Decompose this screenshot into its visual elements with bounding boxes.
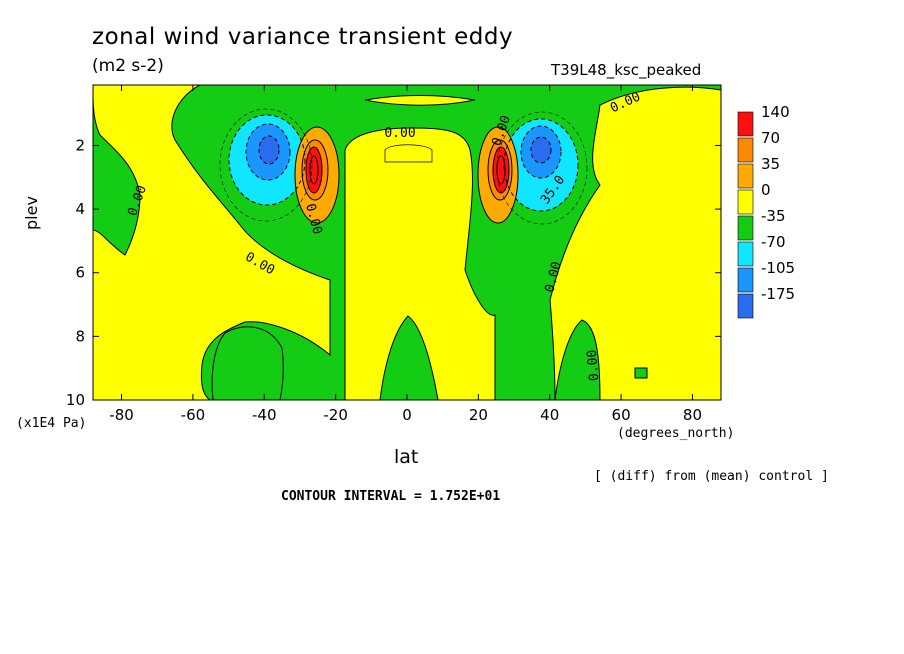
region-neg4-south xyxy=(259,136,279,164)
contour-line-neg3-north xyxy=(520,125,562,179)
contour-line-inner-equator xyxy=(384,144,433,163)
contour-line-neg4-south xyxy=(258,135,280,165)
y-tick-label: 2 xyxy=(75,136,85,154)
contour-line-neg1-south xyxy=(219,108,313,222)
contour-line-equator xyxy=(344,127,496,400)
chart-title: zonal wind variance transient eddy xyxy=(92,24,514,50)
x-tick-label: 60 xyxy=(612,406,631,424)
y-axis-units: (x1E4 Pa) xyxy=(16,416,87,431)
x-tick-label: 0 xyxy=(402,406,412,424)
contour-line-pos3-north xyxy=(487,139,513,201)
contour-line-west xyxy=(93,94,141,256)
contour-line-low-north xyxy=(554,319,601,400)
legend-swatch xyxy=(737,189,754,215)
contour-line-neg3-south xyxy=(245,123,291,181)
contour-line-pos5-north xyxy=(496,155,506,185)
region-pos-northeast xyxy=(550,87,721,400)
contour-line-top-strip xyxy=(364,95,476,106)
region-pos-top-strip xyxy=(365,95,475,106)
chart-units: (m2 s-2) xyxy=(92,56,164,76)
legend-swatch xyxy=(737,241,754,267)
contour-line-pos4-north xyxy=(492,146,510,194)
region-neg-low-north xyxy=(555,320,600,400)
legend-label: -35 xyxy=(761,207,786,225)
contour-line-pos2-south xyxy=(294,126,340,224)
legend-swatch xyxy=(737,111,754,137)
contour-line-pos5-south xyxy=(309,155,319,185)
y-tick-label: 8 xyxy=(75,327,85,345)
legend-swatch xyxy=(737,137,754,163)
legend-swatch xyxy=(737,163,754,189)
region-neg-low-center xyxy=(380,316,438,400)
region-neg-box xyxy=(635,368,647,378)
contour-line-southwest xyxy=(171,85,331,400)
run-name: T39L48_ksc_peaked xyxy=(551,61,702,79)
region-pos-southwest xyxy=(93,85,330,400)
contour-line-pos2-north xyxy=(477,126,519,224)
contour-line-northeast xyxy=(549,86,721,400)
legend-swatch xyxy=(737,267,754,293)
region-pos4-north xyxy=(493,147,509,193)
contour-interval: CONTOUR INTERVAL = 1.752E+01 xyxy=(281,489,501,504)
contour-label: 0.00 xyxy=(384,126,415,141)
region-neg4-north xyxy=(531,137,551,163)
contour-line-low-center xyxy=(379,315,439,400)
legend-swatch xyxy=(737,215,754,241)
contour-line-pos4-south xyxy=(305,146,323,194)
contour-line-low-south xyxy=(211,326,284,400)
diff-note: [ (diff) from (mean) control ] xyxy=(594,469,829,484)
x-axis-label: lat xyxy=(394,446,419,468)
contour-line-neg2-south xyxy=(228,114,306,206)
x-tick-label: -20 xyxy=(323,406,348,424)
legend-label: 140 xyxy=(761,103,790,121)
legend-swatch xyxy=(737,293,754,319)
legend-label: 0 xyxy=(761,181,771,199)
x-axis-ticks: -80 -60 -40 -20 0 20 40 60 80 xyxy=(109,85,702,424)
y-tick-label: 6 xyxy=(75,264,85,282)
x-tick-label: 20 xyxy=(469,406,488,424)
legend-label: -175 xyxy=(761,285,795,303)
x-tick-label: -60 xyxy=(181,406,206,424)
legend-label: 70 xyxy=(761,129,780,147)
y-tick-label: 10 xyxy=(66,391,85,409)
legend-label: 35 xyxy=(761,155,780,173)
legend-label: -70 xyxy=(761,233,786,251)
contour-line-neg4-north xyxy=(530,136,552,164)
contour-line-pos3-south xyxy=(301,139,329,201)
x-axis-units: (degrees_north) xyxy=(617,426,735,441)
y-tick-label: 4 xyxy=(75,200,85,218)
contour-line-neg1-north xyxy=(496,111,588,225)
x-tick-label: -40 xyxy=(252,406,277,424)
x-tick-label: 80 xyxy=(683,406,702,424)
x-tick-label: -80 xyxy=(109,406,134,424)
colorbar-legend: 140 70 35 0 -35 -70 -105 -175 xyxy=(737,103,795,319)
contour-line-box xyxy=(634,367,648,379)
region-neg-low-south xyxy=(212,326,284,400)
contour-label: 0.00 xyxy=(585,349,603,382)
x-tick-label: 40 xyxy=(540,406,559,424)
legend-label: -105 xyxy=(761,259,795,277)
y-axis-ticks: 2 4 6 8 10 xyxy=(66,136,721,409)
region-pos-equator xyxy=(345,128,495,400)
contour-line-neg2-north xyxy=(503,118,579,212)
